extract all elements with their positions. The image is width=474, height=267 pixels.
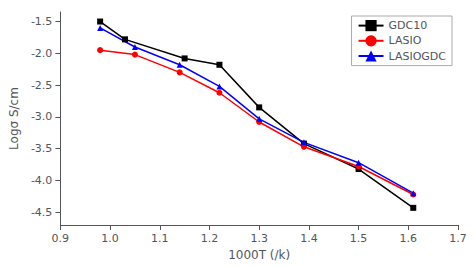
svg-text:1.1: 1.1 [151, 232, 169, 245]
svg-text:1.0: 1.0 [101, 232, 119, 245]
svg-text:1.3: 1.3 [250, 232, 268, 245]
svg-text:-3.5: -3.5 [31, 142, 52, 155]
svg-text:Logσ S/cm: Logσ S/cm [7, 87, 21, 150]
svg-text:1.4: 1.4 [300, 232, 318, 245]
svg-text:1000T (/k): 1000T (/k) [228, 248, 290, 262]
svg-text:-2.5: -2.5 [31, 79, 52, 92]
svg-text:1.5: 1.5 [350, 232, 368, 245]
svg-text:LASIO: LASIO [389, 34, 422, 47]
svg-text:LASIOGDC: LASIOGDC [389, 50, 447, 63]
svg-text:1.6: 1.6 [400, 232, 418, 245]
svg-text:1.7: 1.7 [449, 232, 467, 245]
svg-text:-2.0: -2.0 [31, 47, 52, 60]
svg-text:0.9: 0.9 [52, 232, 70, 245]
svg-text:GDC10: GDC10 [389, 19, 428, 32]
svg-text:-4.0: -4.0 [31, 174, 52, 187]
svg-text:-4.5: -4.5 [31, 206, 52, 219]
svg-text:-3.0: -3.0 [31, 110, 52, 123]
svg-text:1.2: 1.2 [201, 232, 219, 245]
svg-text:-1.5: -1.5 [31, 15, 52, 28]
